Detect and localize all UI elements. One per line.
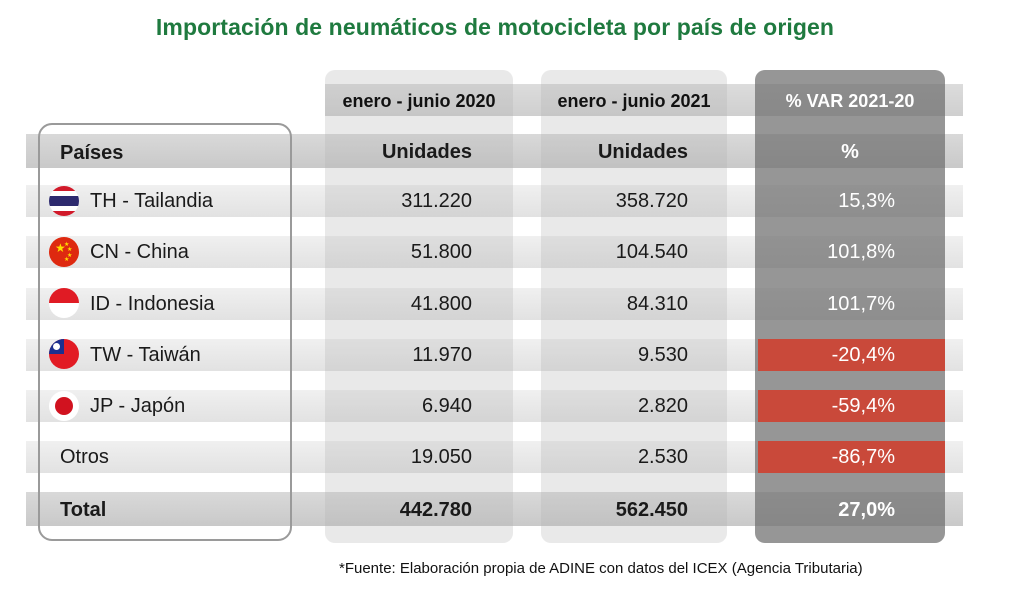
variation-value: -86,7% xyxy=(831,446,895,468)
units-2020-header: Unidades xyxy=(381,141,472,163)
china-flag-icon: ★ ★ ★ ★ ★ xyxy=(49,237,79,267)
value-2020: 19.050 xyxy=(410,446,472,468)
variation-value: 15,3% xyxy=(838,190,895,212)
value-2021: 358.720 xyxy=(615,190,688,212)
country-name: TW - Taiwán xyxy=(90,344,201,366)
taiwan-flag-icon xyxy=(49,339,79,369)
negative-highlight xyxy=(758,390,945,422)
svg-text:★: ★ xyxy=(67,246,72,253)
svg-text:★: ★ xyxy=(55,241,66,255)
value-2020: 11.970 xyxy=(412,344,472,366)
country-name: ID - Indonesia xyxy=(90,293,215,315)
column-panel-2021 xyxy=(541,70,727,543)
source-footnote: *Fuente: Elaboración propia de ADINE con… xyxy=(339,560,863,577)
percent-header: % xyxy=(841,141,859,163)
svg-text:★: ★ xyxy=(67,252,72,259)
units-2021-header: Unidades xyxy=(597,141,688,163)
variation-value: -20,4% xyxy=(831,344,895,366)
variation-label: % VAR 2021-20 xyxy=(785,91,915,111)
value-2021: 9.530 xyxy=(637,344,688,366)
period-2021-label: enero - junio 2021 xyxy=(557,91,711,111)
value-2020: 41.800 xyxy=(410,293,472,315)
svg-text:★: ★ xyxy=(64,241,69,248)
variation-value: -59,4% xyxy=(831,395,895,417)
chart-title: Importación de neumáticos de motocicleta… xyxy=(155,14,835,40)
period-2020-label: enero - junio 2020 xyxy=(342,91,496,111)
value-2020: 51.800 xyxy=(410,241,472,263)
countries-frame xyxy=(38,123,292,541)
value-2021: 104.540 xyxy=(615,241,688,263)
countries-header: Países xyxy=(60,142,124,164)
value-2021: 2.530 xyxy=(637,446,688,468)
value-2021: 84.310 xyxy=(626,293,688,315)
country-name: Otros xyxy=(60,446,109,468)
variation-value: 101,8% xyxy=(827,241,895,263)
japan-flag-icon xyxy=(49,391,79,421)
negative-highlight xyxy=(758,441,945,473)
negative-highlight xyxy=(758,339,945,371)
svg-text:★: ★ xyxy=(64,256,69,263)
country-name: TH - Tailandia xyxy=(90,190,214,212)
country-name: JP - Japón xyxy=(90,395,186,417)
value-2020: 311.220 xyxy=(401,190,472,212)
total-label: Total xyxy=(60,499,107,521)
thailand-flag-icon xyxy=(49,186,79,216)
column-panel-2020 xyxy=(325,70,513,543)
value-2021: 2.820 xyxy=(637,395,688,417)
total-2021: 562.450 xyxy=(615,499,688,521)
country-name: CN - China xyxy=(90,241,189,263)
indonesia-flag-icon xyxy=(49,288,79,318)
total-2020: 442.780 xyxy=(399,499,472,521)
total-variation: 27,0% xyxy=(838,499,895,521)
value-2020: 6.940 xyxy=(421,395,472,417)
variation-value: 101,7% xyxy=(827,293,895,315)
